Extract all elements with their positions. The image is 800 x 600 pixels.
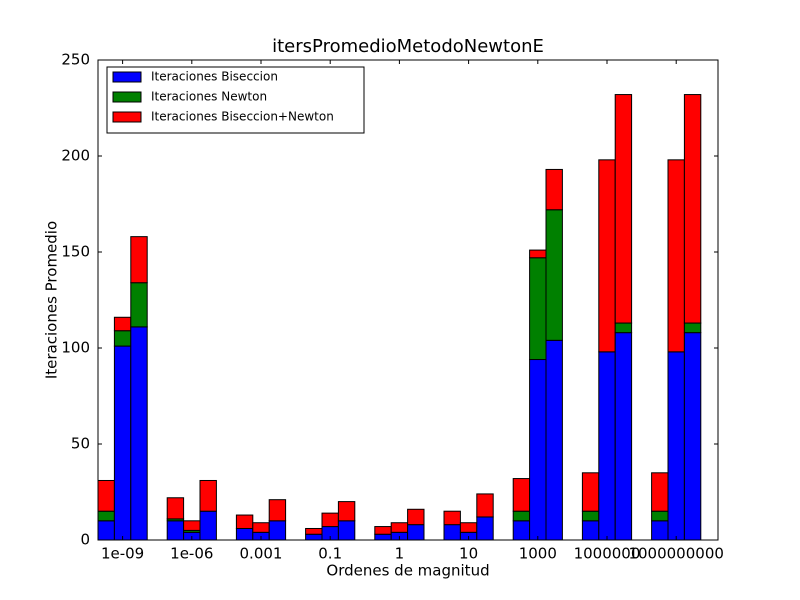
- x-tick-label: 1e-09: [101, 545, 144, 563]
- bar-segment: [166, 520, 185, 541]
- y-tick-label: 50: [71, 435, 90, 453]
- legend-swatch: [112, 111, 142, 123]
- bar-segment: [443, 510, 461, 526]
- bar-segment: [683, 332, 702, 541]
- bar-segment: [667, 159, 685, 353]
- x-tick-label: 1000: [519, 545, 557, 563]
- x-tick-label: 1e-06: [170, 545, 213, 563]
- y-tick-label: 150: [61, 243, 90, 261]
- y-tick-label: 250: [61, 51, 90, 69]
- bar-segment: [199, 510, 217, 541]
- bar-segment: [512, 520, 531, 541]
- bar-segment: [614, 322, 633, 334]
- bar-segment: [390, 522, 409, 533]
- bar-segment: [476, 493, 494, 518]
- bar-segment: [598, 159, 616, 353]
- bar-segment: [113, 345, 132, 541]
- x-axis-label: Ordenes de magnitud: [326, 562, 489, 580]
- bar-segment: [235, 514, 254, 529]
- bar-segment: [407, 508, 425, 526]
- bar-segment: [529, 257, 547, 361]
- x-tick-label: 10: [459, 545, 478, 563]
- bar-segment: [581, 520, 600, 541]
- bar-segment: [374, 526, 392, 535]
- bar-segment: [130, 326, 148, 541]
- chart-title: itersPromedioMetodoNewtonE: [272, 36, 544, 57]
- bar-segment: [407, 524, 425, 541]
- y-tick-label: 100: [61, 339, 90, 357]
- bar-segment: [166, 497, 185, 520]
- y-tick-label: 0: [80, 531, 90, 549]
- bar-segment: [459, 522, 478, 533]
- bar-segment: [97, 479, 115, 512]
- bar-segment: [199, 479, 217, 512]
- bar-segment: [113, 330, 132, 347]
- bar-segment: [113, 316, 132, 332]
- bar-segment: [97, 510, 115, 522]
- bar-segment: [183, 520, 201, 531]
- bar-segment: [252, 522, 270, 533]
- legend-swatch: [112, 71, 142, 83]
- y-tick-label: 200: [61, 147, 90, 165]
- bar-segment: [545, 339, 563, 541]
- bar-segment: [598, 351, 616, 541]
- bar-segment: [512, 478, 531, 512]
- x-tick-label: 1000000000: [628, 545, 723, 563]
- bar-segment: [97, 520, 115, 541]
- bar-segment: [512, 510, 531, 522]
- bar-segment: [305, 533, 323, 541]
- bar-segment: [683, 94, 702, 324]
- x-tick-label: 1000000: [574, 545, 641, 563]
- y-axis-label: Iteraciones Promedio: [43, 221, 61, 379]
- bar-segment: [614, 332, 633, 541]
- bar-segment: [235, 527, 254, 541]
- bar-segment: [614, 94, 633, 324]
- bar-segment: [529, 359, 547, 541]
- bar-segment: [268, 499, 287, 522]
- bar-segment: [374, 533, 392, 541]
- bar-segment: [545, 209, 563, 341]
- bar-segment: [651, 520, 669, 541]
- bar-segment: [581, 472, 600, 512]
- legend-label: Iteraciones Biseccion+Newton: [151, 110, 334, 124]
- bar-segment: [476, 516, 494, 541]
- bar-segment: [651, 510, 669, 522]
- legend-swatch: [112, 91, 142, 103]
- bar-segment: [268, 520, 287, 541]
- x-tick-label: 0.001: [240, 545, 283, 563]
- x-tick-label: 1: [395, 545, 405, 563]
- bar-segment: [683, 322, 702, 334]
- bar-segment: [337, 501, 356, 522]
- bar-segment: [443, 524, 461, 541]
- plot-frame: [97, 59, 719, 541]
- bar-segment: [321, 512, 339, 528]
- legend-label: Iteraciones Biseccion: [151, 70, 278, 84]
- bar-segment: [581, 510, 600, 522]
- bar-segment: [305, 527, 323, 535]
- bar-segment: [130, 282, 148, 328]
- x-tick-label: 0.1: [318, 545, 342, 563]
- legend-box: [106, 66, 365, 134]
- bar-segment: [529, 249, 547, 259]
- bar-segment: [545, 168, 563, 211]
- bar-segment: [130, 236, 148, 284]
- bar-segment: [337, 520, 356, 541]
- bar-segment: [667, 351, 685, 541]
- legend-label: Iteraciones Newton: [151, 90, 267, 104]
- bar-segment: [651, 472, 669, 512]
